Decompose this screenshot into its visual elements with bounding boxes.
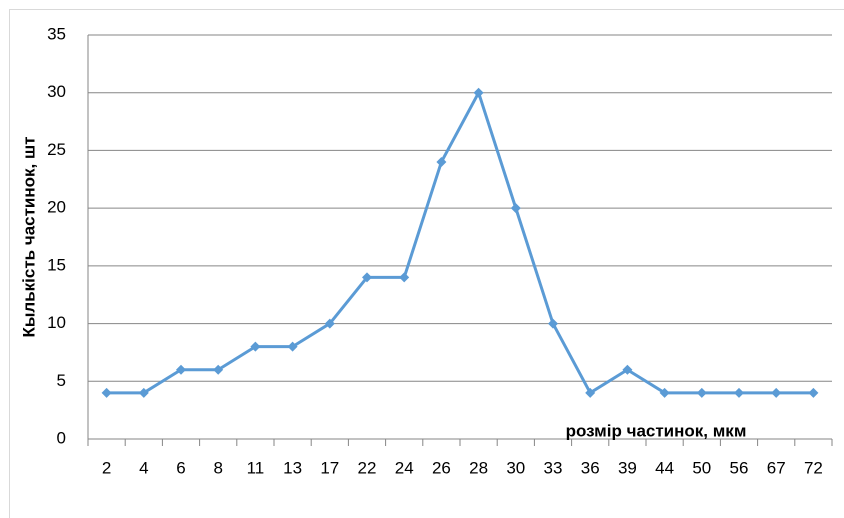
marker <box>176 364 186 375</box>
x-tick-label: 72 <box>804 458 823 477</box>
y-tick-label: 25 <box>47 140 66 159</box>
x-tick-label: 44 <box>655 458 674 477</box>
y-tick-label: 5 <box>57 371 66 390</box>
marker <box>510 203 521 214</box>
marker <box>585 387 596 398</box>
y-tick-label: 20 <box>47 198 66 217</box>
y-tick-label: 35 <box>47 24 66 43</box>
marker <box>436 156 447 167</box>
x-tick-label: 36 <box>581 458 600 477</box>
marker <box>324 318 335 329</box>
marker <box>213 364 224 375</box>
x-tick-label: 2 <box>102 458 111 477</box>
chart-frame <box>9 9 844 518</box>
series-line <box>106 91 814 395</box>
marker <box>250 341 261 352</box>
marker <box>622 364 633 375</box>
marker <box>659 387 670 398</box>
x-tick-label: 22 <box>358 458 377 477</box>
marker <box>808 387 819 398</box>
x-tick-label: 13 <box>283 458 302 477</box>
marker <box>696 387 707 398</box>
y-tick-label: 15 <box>47 255 66 274</box>
x-tick-label: 11 <box>247 458 265 477</box>
x-tick-label: 39 <box>618 458 637 477</box>
x-tick-label: 33 <box>544 458 563 477</box>
x-tick-label: 56 <box>730 458 749 477</box>
marker <box>548 318 558 329</box>
y-tick-label: 0 <box>57 428 66 447</box>
x-tick-label: 4 <box>139 458 148 477</box>
marker <box>101 387 112 398</box>
x-tick-label: 26 <box>432 458 451 477</box>
y-axis-label: Кылькість частинок, шт <box>19 137 38 338</box>
y-tick-label: 30 <box>47 82 66 101</box>
x-axis-label: розмір частинок, мкм <box>566 421 747 440</box>
marker <box>473 87 484 98</box>
x-tick-label: 8 <box>213 458 222 477</box>
x-tick-label: 30 <box>506 458 525 477</box>
marker <box>287 341 298 352</box>
marker <box>771 387 782 398</box>
marker <box>362 272 372 283</box>
marker <box>734 387 744 398</box>
x-tick-label: 50 <box>692 458 711 477</box>
x-tick-label: 6 <box>176 458 185 477</box>
x-tick-label: 24 <box>395 458 414 477</box>
x-tick-label: 67 <box>767 458 786 477</box>
x-tick-label: 17 <box>320 458 339 477</box>
marker <box>399 272 410 283</box>
x-tick-label: 28 <box>469 458 488 477</box>
marker <box>138 387 149 398</box>
y-tick-label: 10 <box>47 313 66 332</box>
